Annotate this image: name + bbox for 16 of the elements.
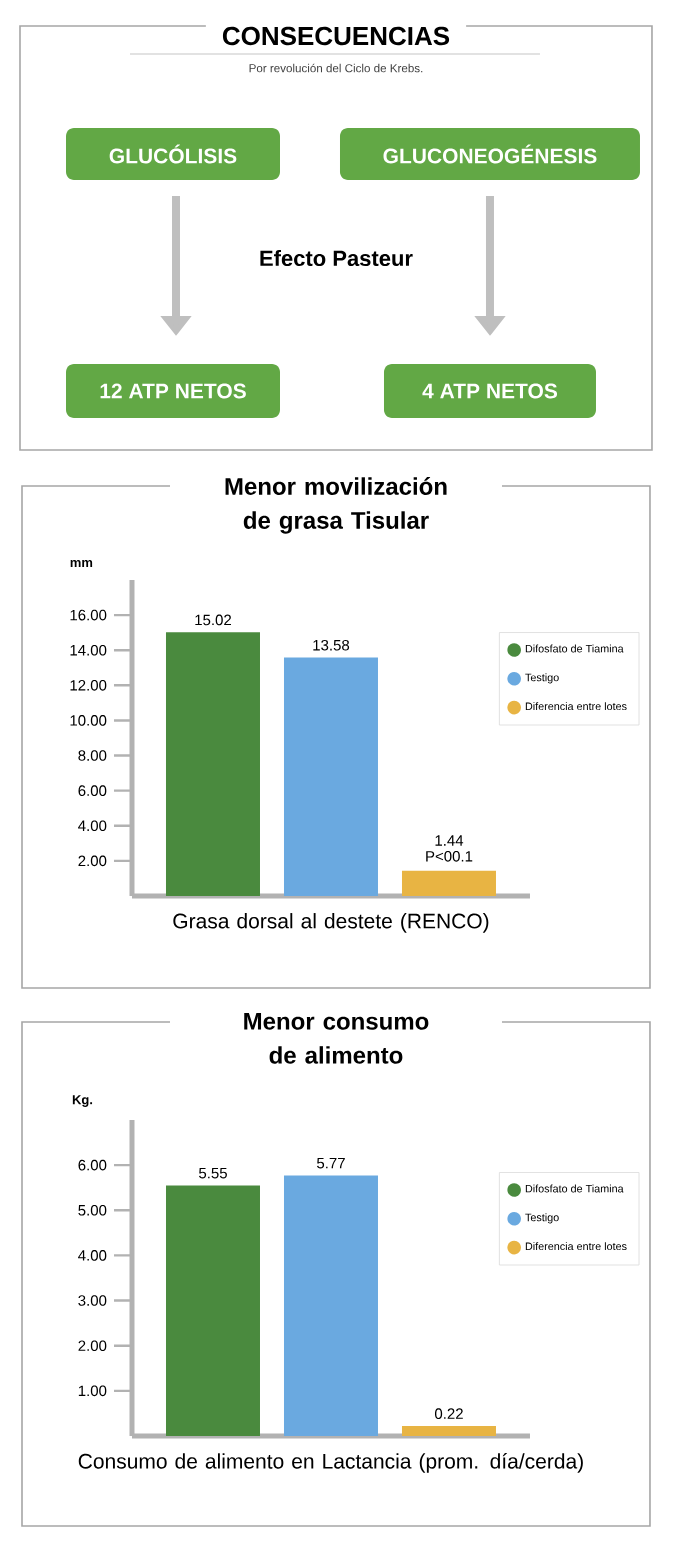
bar xyxy=(283,1175,378,1436)
text: 12 ATP NETOS xyxy=(100,383,246,399)
chart-title: Menor consumo de alimento xyxy=(244,1013,429,1064)
text: GLUCONEOGÉNESIS xyxy=(383,144,597,164)
bar xyxy=(401,870,496,896)
x-axis-title: Consumo de alimento en Lactancia (prom. día/cerda) xyxy=(78,1453,583,1473)
bar xyxy=(283,657,378,896)
text: Efecto Pasteur xyxy=(260,249,413,267)
bar xyxy=(166,1185,260,1436)
text: CONSECUENCIAS xyxy=(222,26,450,46)
bar xyxy=(165,632,260,896)
chart-title: Menor movilización de grasa Tisular xyxy=(225,477,447,534)
x-axis-title: Grasa dorsal al destete (RENCO) xyxy=(173,913,489,933)
text: 4 ATP NETOS xyxy=(422,383,558,399)
text: GLUCÓLISIS xyxy=(109,144,237,164)
bar xyxy=(401,1426,496,1436)
